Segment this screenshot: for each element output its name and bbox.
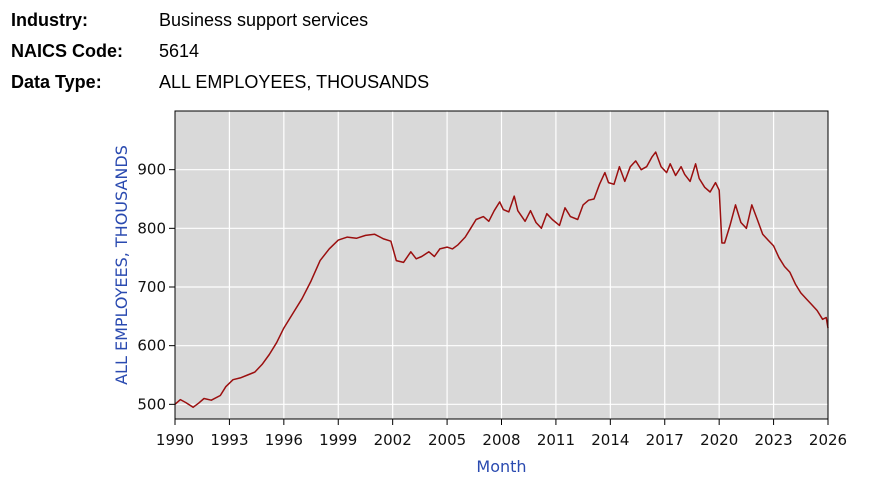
x-tick-label: 2002 [374,431,412,449]
industry-value: Business support services [159,10,369,30]
datatype-label: Data Type: [11,72,102,92]
plot-frame [174,110,829,420]
datatype-value: ALL EMPLOYEES, THOUSANDS [159,72,430,92]
naics-label: NAICS Code: [11,41,123,61]
x-tick-label: 2014 [591,431,629,449]
gridlines [175,111,828,419]
y-axis-title: ALL EMPLOYEES, THOUSANDS [112,145,131,385]
y-tick-label: 800 [137,219,166,237]
y-tick-label: 900 [137,161,166,179]
x-axis-title: Month [476,457,526,476]
axis-ticks [169,169,829,425]
x-tick-label: 2011 [537,431,575,449]
datatype-row: Data Type: ALL EMPLOYEES, THOUSANDS [11,67,429,98]
industry-row: Industry: Business support services [11,5,429,36]
naics-value: 5614 [159,41,200,61]
x-tick-label: 1990 [156,431,194,449]
y-tick-label: 700 [137,278,166,296]
y-tick-label: 500 [137,395,166,413]
x-tick-label: 2026 [809,431,847,449]
x-tick-label: 2008 [482,431,520,449]
y-tick-label: 600 [137,337,166,355]
x-tick-label: 1999 [319,431,357,449]
x-tick-label: 2005 [428,431,466,449]
y-tick-labels: 500 600 700 800 900 [137,161,166,414]
series-line [174,151,829,409]
x-tick-label: 2023 [754,431,792,449]
industry-label: Industry: [11,10,89,30]
x-tick-label: 1996 [265,431,303,449]
series-metadata: Industry: Business support services NAIC… [11,5,429,98]
x-tick-label: 2020 [700,431,738,449]
x-tick-label: 2017 [646,431,684,449]
x-tick-labels: 1990 1993 1996 1999 2002 2005 2008 2011 2014 2017… [156,431,847,449]
x-tick-label: 1993 [210,431,248,449]
naics-row: NAICS Code: 5614 [11,36,429,67]
